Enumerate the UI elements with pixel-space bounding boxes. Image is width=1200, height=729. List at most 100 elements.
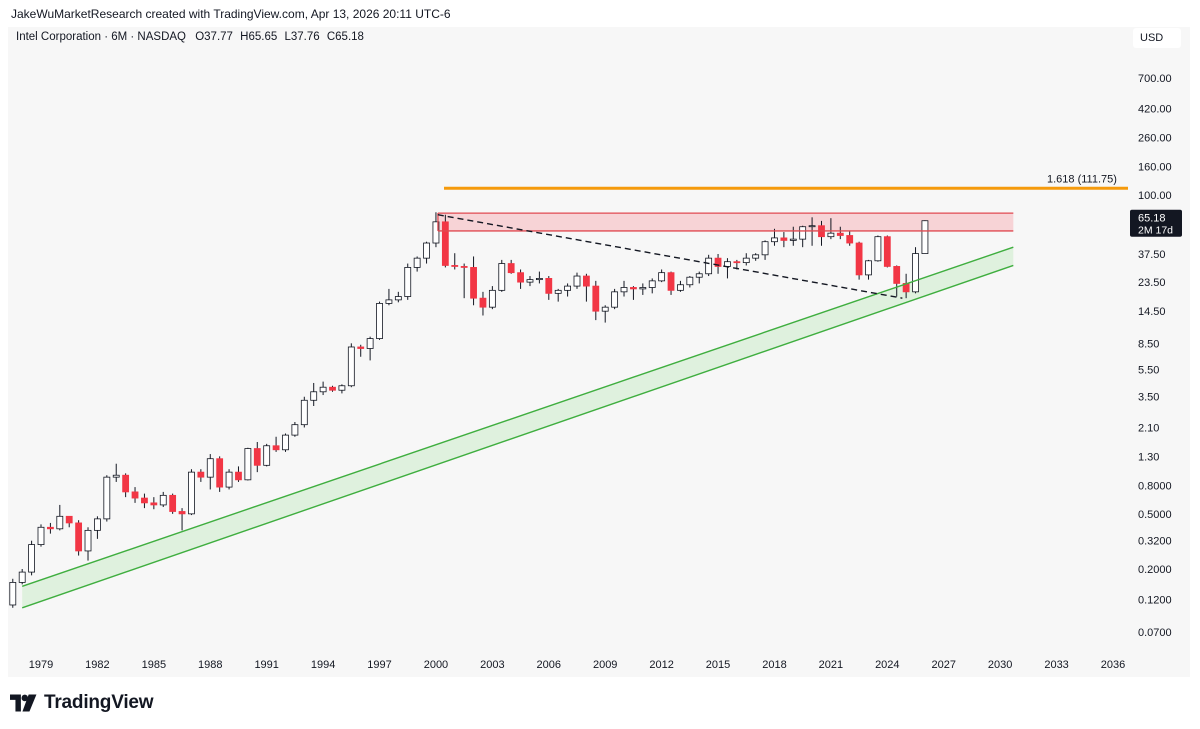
candle xyxy=(310,382,318,407)
candle-body-up xyxy=(300,399,308,426)
candle xyxy=(846,230,854,246)
candle xyxy=(686,276,694,288)
y-axis-tick-label: 700.00 xyxy=(1138,73,1172,85)
candle xyxy=(695,271,703,284)
candle xyxy=(771,228,778,246)
x-axis-tick-label: 2012 xyxy=(649,659,673,671)
candle-body-down xyxy=(479,297,487,308)
candle xyxy=(329,385,336,392)
candle-body-down xyxy=(216,458,224,488)
candle xyxy=(780,232,788,248)
x-axis-tick-label: 2000 xyxy=(424,659,448,671)
x-axis-tick-label: 1994 xyxy=(311,659,335,671)
candle xyxy=(366,336,374,361)
candle-body-up xyxy=(611,291,619,308)
candle-body-up xyxy=(347,346,355,387)
candle xyxy=(545,276,553,300)
candle-body-down xyxy=(592,285,600,312)
candle xyxy=(855,241,863,280)
candle-body-up xyxy=(620,287,628,293)
candle-body-down xyxy=(197,471,205,478)
y-axis-tick-label: 8.50 xyxy=(1138,338,1159,350)
candle-body-up xyxy=(865,260,872,276)
candle xyxy=(131,487,139,503)
candle-body-down xyxy=(733,261,741,264)
candle-body-up xyxy=(573,275,581,287)
candle xyxy=(441,214,449,268)
currency-selector[interactable]: USD xyxy=(1133,28,1181,48)
candle-body-down xyxy=(507,263,515,274)
candle-body-up xyxy=(686,276,694,286)
candle xyxy=(385,288,393,306)
candle-body-down xyxy=(883,236,891,267)
candle xyxy=(752,253,760,261)
candle-body-up xyxy=(188,471,195,515)
candle xyxy=(394,291,402,303)
candle xyxy=(893,265,901,297)
candle-body-up xyxy=(244,448,252,481)
candle-body-up xyxy=(912,253,919,293)
candle xyxy=(150,497,158,510)
support-channel-upper-line xyxy=(21,246,1014,587)
tradingview-brand: TradingView xyxy=(10,692,154,714)
candle-body-up xyxy=(225,471,233,488)
candle xyxy=(197,469,205,482)
candle xyxy=(272,436,280,452)
candle-body-down xyxy=(545,278,553,294)
candle xyxy=(488,286,496,310)
x-axis-tick-label: 1991 xyxy=(254,659,278,671)
candle xyxy=(244,447,252,481)
y-axis-tick-label: 0.3200 xyxy=(1138,536,1172,548)
candle-body-down xyxy=(470,267,477,299)
y-axis-tick-label: 5.50 xyxy=(1138,365,1159,377)
candle xyxy=(507,259,515,274)
support-channel-lower-line xyxy=(21,264,1014,609)
y-axis-tick-label: 0.2000 xyxy=(1138,564,1172,576)
candle xyxy=(404,263,412,300)
candle-body-down xyxy=(47,526,54,530)
candle-body-up xyxy=(789,238,797,241)
candle xyxy=(235,466,242,482)
candle-body-up xyxy=(498,263,506,291)
x-axis-tick-label: 2009 xyxy=(593,659,617,671)
candle xyxy=(677,280,684,292)
candle-body-up xyxy=(921,220,929,254)
candle xyxy=(178,508,186,531)
candle xyxy=(705,254,713,277)
x-axis-tick-label: 2027 xyxy=(931,659,955,671)
y-axis-tick-label: 23.50 xyxy=(1138,277,1166,289)
candle xyxy=(865,259,872,280)
candle xyxy=(188,469,195,516)
candle-body-up xyxy=(319,386,327,393)
y-axis-tick-label: 0.1200 xyxy=(1138,595,1172,607)
candle-body-down xyxy=(441,221,449,266)
candle-body-down xyxy=(667,272,675,291)
y-axis-tick-label: 3.50 xyxy=(1138,392,1159,404)
candle-body-down xyxy=(272,445,280,451)
candle-body-down xyxy=(855,242,863,276)
candle-body-up xyxy=(84,529,92,552)
candle xyxy=(18,569,26,585)
support-channel-fill xyxy=(22,247,1014,608)
candle xyxy=(667,271,675,295)
candle-body-up xyxy=(554,289,562,294)
x-axis-tick-label: 1985 xyxy=(142,659,166,671)
candle-body-up xyxy=(488,289,496,308)
candle-body-up xyxy=(677,284,684,291)
y-axis-tick-label: 100.00 xyxy=(1138,190,1172,202)
candle xyxy=(912,247,919,294)
candle xyxy=(122,473,130,498)
candle xyxy=(65,515,73,528)
candle-body-up xyxy=(366,338,374,349)
candle xyxy=(921,220,929,254)
candle-body-down xyxy=(583,275,590,287)
candle xyxy=(291,422,299,437)
legend-low: L37.76 xyxy=(284,31,320,43)
candle-body-up xyxy=(564,285,571,291)
candle xyxy=(103,475,111,522)
candle xyxy=(535,271,543,284)
candle-body-down xyxy=(141,497,148,504)
y-axis-tick-label: 420.00 xyxy=(1138,104,1172,116)
y-axis-tick-label: 2.10 xyxy=(1138,422,1159,434)
